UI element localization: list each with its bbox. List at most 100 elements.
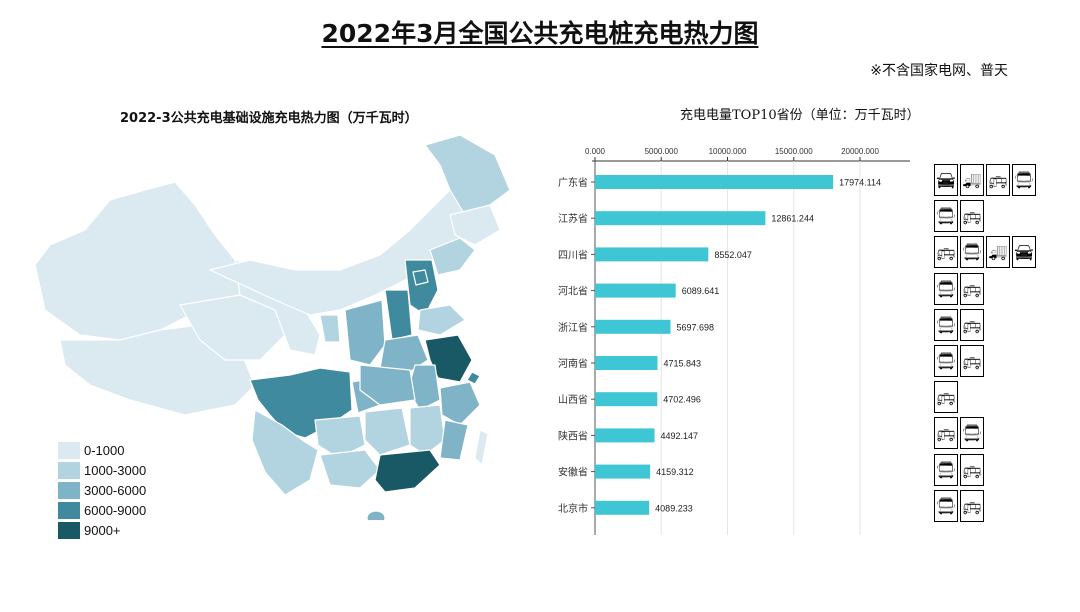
icon-row: 🚍 🚌: [934, 308, 986, 341]
car-front-icon: 🚘: [1012, 236, 1036, 269]
icon-row: 🚍 🚌: [934, 453, 986, 486]
region-ningxia: [319, 314, 341, 343]
region-guangxi: [319, 449, 381, 489]
category-label: 河北省: [558, 285, 588, 298]
bus-front-icon: 🚍: [960, 417, 984, 450]
region-jiangsu: [424, 334, 473, 383]
region-xinjiang: [34, 181, 241, 341]
bus-side-icon: 🚌: [934, 417, 958, 450]
bus-side-icon: 🚌: [960, 345, 984, 377]
data-label: 4492.147: [661, 431, 699, 441]
data-label: 8552.047: [714, 250, 752, 260]
data-label: 4702.496: [663, 395, 701, 405]
bus-side-icon: 🚌: [986, 164, 1010, 196]
region-hubei: [359, 364, 416, 406]
truck-icon: 🚚: [986, 236, 1010, 269]
bus-side-icon: 🚌: [934, 381, 958, 414]
data-label: 17974.114: [839, 178, 881, 188]
legend-swatch: [58, 501, 80, 519]
region-shaanxi: [344, 299, 386, 366]
bus-side-icon: 🚌: [960, 272, 984, 305]
category-label: 北京市: [558, 502, 588, 515]
bus-front-icon: 🚍: [934, 308, 958, 341]
region-taiwan: [474, 429, 489, 466]
data-label: 4089.233: [655, 503, 693, 513]
x-tick-label: 5000.000: [645, 147, 679, 156]
legend-swatch: [58, 461, 80, 479]
china-heat-map: [34, 134, 511, 520]
bar: [595, 211, 766, 226]
bar: [595, 464, 651, 479]
data-label: 5697.698: [676, 322, 714, 332]
region-hunan: [364, 407, 411, 456]
bus-side-icon: 🚌: [960, 200, 984, 233]
bus-side-icon: 🚌: [934, 236, 958, 269]
icon-row: 🚍 🚌: [934, 200, 986, 233]
bus-front-icon: 🚍: [1012, 164, 1036, 196]
legend-item: 1000-3000: [58, 460, 146, 480]
region-shanxi: [384, 289, 413, 341]
bar: [595, 500, 650, 515]
bus-side-icon: 🚌: [960, 489, 984, 522]
region-shandong: [417, 304, 466, 336]
category-label: 浙江省: [558, 321, 588, 334]
region-shanghai: [466, 371, 481, 385]
icon-row: 🚌 🚍: [934, 417, 986, 450]
icon-row: 🚍 🚌: [934, 272, 986, 305]
category-label: 河南省: [558, 357, 588, 370]
legend-label: 9000+: [84, 522, 121, 538]
icon-row: 🚌 🚍 🚚 🚘: [934, 236, 1038, 269]
bar: [595, 319, 671, 334]
map-title: 2022-3公共充电基础设施充电热力图（万千瓦时）: [120, 111, 418, 126]
region-yunnan: [251, 409, 319, 496]
legend-item: 0-1000: [58, 440, 146, 460]
region-jilin: [449, 204, 501, 246]
region-tibet: [59, 324, 256, 416]
region-hainan: [366, 510, 386, 520]
region-guangdong: [374, 449, 441, 493]
bus-side-icon: 🚌: [960, 453, 984, 486]
map-legend: 0-1000 1000-3000 3000-6000 6000-9000 9000+: [58, 440, 146, 540]
data-label: 12861.244: [771, 214, 814, 224]
footnote: ※不含国家电网、普天: [870, 63, 1008, 79]
bar: [595, 247, 709, 262]
bar: [595, 283, 676, 298]
bus-front-icon: 🚍: [934, 272, 958, 305]
category-label: 山西省: [558, 393, 588, 406]
region-fujian: [439, 419, 469, 461]
bar-chart: 0.000 5000.000 10000.000 15000.000 20000.000…: [558, 147, 910, 535]
bus-front-icon: 🚍: [934, 200, 958, 233]
legend-label: 1000-3000: [84, 462, 147, 478]
category-label: 安徽省: [558, 466, 588, 479]
legend-item: 6000-9000: [58, 500, 146, 520]
category-label: 江苏省: [558, 212, 588, 225]
bar-chart-title: 充电电量TOP10省份（单位：万千瓦时）: [680, 108, 920, 123]
region-beijing: [412, 269, 429, 286]
legend-label: 6000-9000: [84, 502, 147, 518]
data-label: 4159.312: [656, 467, 694, 477]
x-tick-label: 20000.000: [841, 147, 879, 156]
x-tick-label: 10000.000: [709, 147, 747, 156]
region-jiangxi: [409, 404, 446, 456]
bus-front-icon: 🚍: [934, 489, 958, 522]
region-zhejiang: [439, 381, 481, 426]
data-label: 4715.843: [663, 359, 701, 369]
bar: [595, 175, 834, 189]
page-title: 2022年3月全国公共充电桩充电热力图: [321, 19, 759, 48]
car-front-icon: 🚘: [934, 164, 958, 196]
bus-side-icon: 🚌: [960, 308, 984, 341]
legend-item: 9000+: [58, 520, 146, 540]
icon-row: 🚌: [934, 381, 960, 414]
bus-front-icon: 🚍: [960, 236, 984, 269]
bar: [595, 356, 658, 370]
icon-row: 🚘 🚚 🚌 🚍: [934, 164, 1038, 196]
legend-swatch: [58, 441, 80, 459]
region-liaoning: [429, 237, 476, 276]
x-tick-label: 0.000: [585, 147, 606, 156]
truck-icon: 🚚: [960, 164, 984, 196]
category-label: 陕西省: [558, 429, 588, 442]
legend-label: 0-1000: [84, 442, 125, 458]
x-tick-label: 15000.000: [775, 147, 813, 156]
icon-row: 🚍 🚌: [934, 345, 986, 377]
bar: [595, 428, 655, 443]
